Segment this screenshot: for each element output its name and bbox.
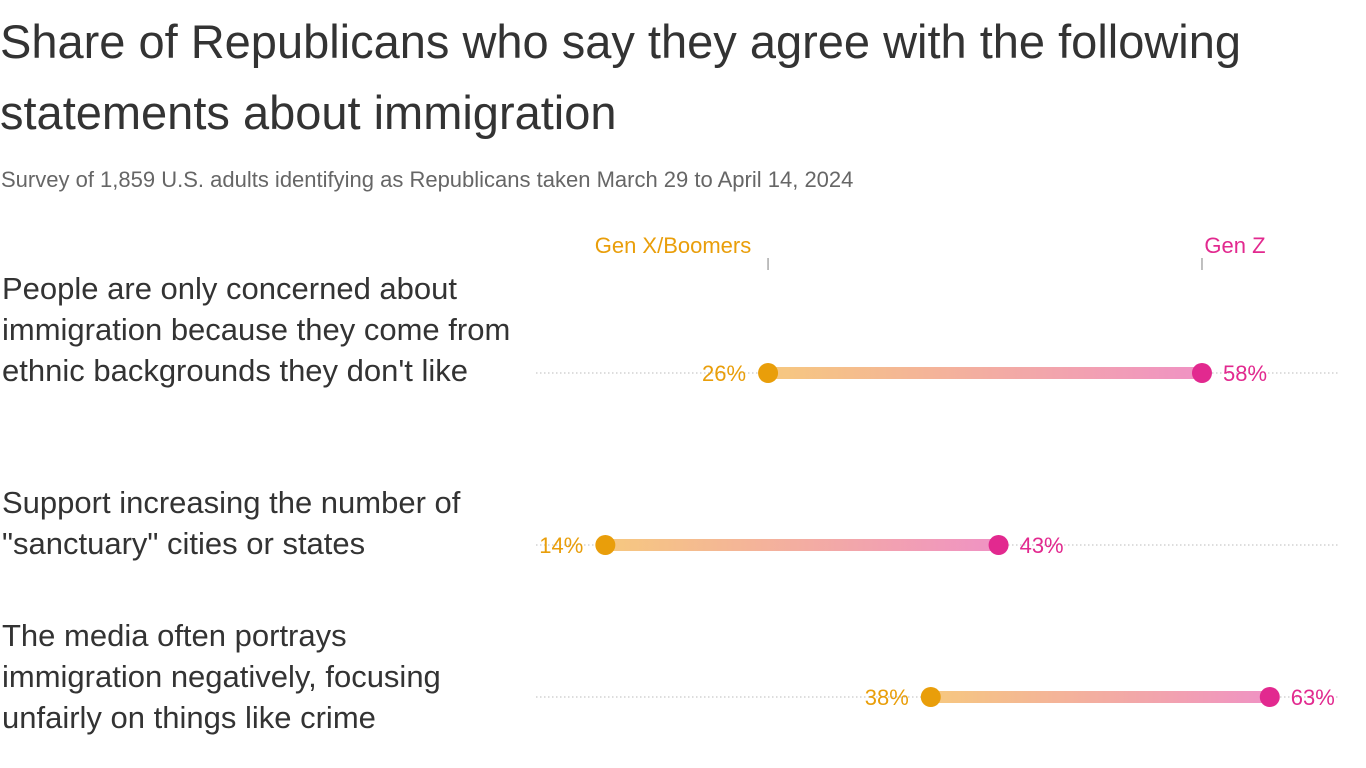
- point-gen-z: [1191, 363, 1212, 383]
- point-gen-z: [1259, 687, 1280, 707]
- point-gen-x-boomers: [758, 363, 779, 383]
- row-label: Support increasing the number of "sanctu…: [2, 485, 461, 561]
- value-label-gen-z: 58%: [1223, 361, 1267, 386]
- row-label: People are only concerned about immigrat…: [2, 271, 511, 388]
- legend-gen-x-boomers: Gen X/Boomers: [595, 233, 752, 258]
- value-label-gen-z: 43%: [1020, 533, 1064, 558]
- chart-title: Share of Republicans who say they agree …: [0, 15, 1242, 139]
- legend-gen-z: Gen Z: [1204, 233, 1265, 258]
- value-label-gen-z: 63%: [1291, 685, 1335, 710]
- range-bar: [768, 367, 1202, 379]
- value-label-gen-x-boomers: 26%: [702, 361, 746, 386]
- point-gen-x-boomers: [920, 687, 941, 707]
- chart-subtitle: Survey of 1,859 U.S. adults identifying …: [1, 167, 854, 192]
- range-bar: [930, 691, 1270, 703]
- range-bar: [605, 539, 999, 551]
- point-gen-x-boomers: [595, 535, 616, 555]
- value-label-gen-x-boomers: 14%: [539, 533, 583, 558]
- value-label-gen-x-boomers: 38%: [865, 685, 909, 710]
- point-gen-z: [988, 535, 1009, 555]
- row-label: The media often portrays immigration neg…: [2, 618, 441, 735]
